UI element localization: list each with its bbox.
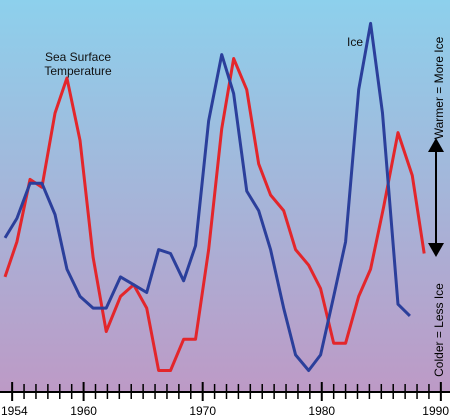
double-arrow: [428, 138, 444, 257]
x-tick-label: 1980: [308, 404, 335, 417]
series-line: [3, 21, 411, 372]
series-line: [3, 57, 426, 372]
x-tick-label: 1960: [70, 404, 97, 417]
y-label-bottom: Colder = Less Ice: [432, 283, 446, 377]
x-tick-label: 1970: [189, 404, 216, 417]
series-label: Sea Surface Temperature: [44, 50, 112, 78]
x-tick-label: 1954: [1, 404, 28, 417]
x-tick-label: 1990: [422, 404, 449, 417]
y-label-top: Warmer = More Ice: [432, 36, 446, 139]
series-label: Ice: [346, 35, 363, 49]
